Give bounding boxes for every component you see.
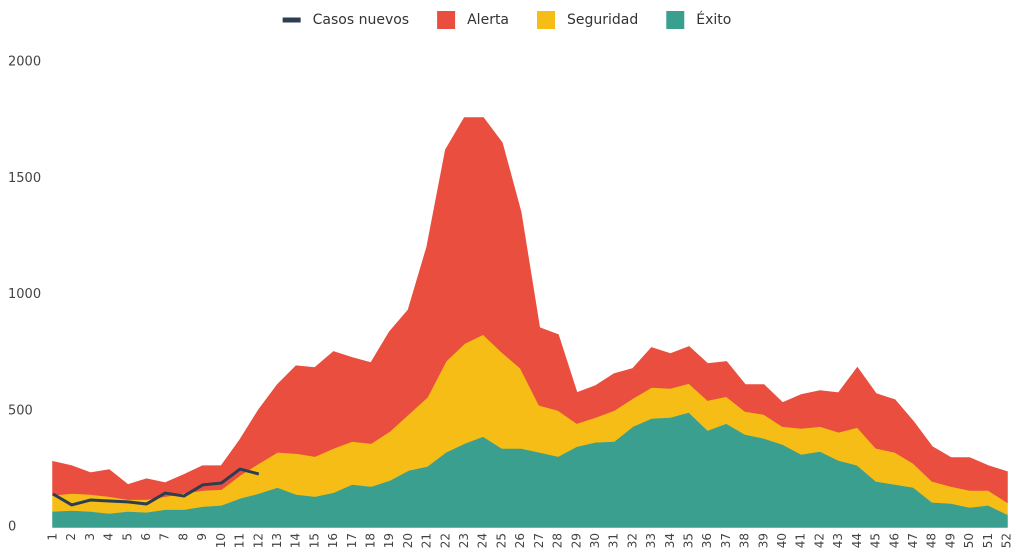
- x-tick-label: 25: [494, 533, 508, 548]
- legend-label: Alerta: [467, 12, 509, 28]
- x-tick-label: 34: [663, 533, 677, 548]
- x-tick-label: 47: [906, 533, 920, 548]
- x-tick-label: 2: [64, 533, 78, 541]
- x-tick-label: 5: [120, 533, 134, 541]
- x-tick-label: 19: [382, 533, 396, 548]
- y-tick-label: 0: [8, 520, 16, 535]
- x-tick-label: 29: [569, 533, 583, 548]
- x-tick-label: 31: [607, 533, 621, 548]
- legend-swatch: [437, 11, 456, 29]
- x-tick-label: 36: [700, 533, 714, 548]
- legend-swatch: [537, 11, 556, 29]
- y-tick-label: 1500: [8, 171, 41, 186]
- x-tick-label: 51: [981, 533, 995, 548]
- x-tick-label: 18: [364, 533, 378, 548]
- x-tick-label: 13: [270, 533, 284, 548]
- x-tick-label: 4: [102, 533, 116, 541]
- x-tick-label: 48: [925, 533, 939, 548]
- x-tick-label: 1: [46, 533, 60, 541]
- x-tick-label: 46: [887, 533, 901, 548]
- x-tick-label: 38: [738, 533, 752, 548]
- x-tick-label: 24: [476, 533, 490, 548]
- x-tick-label: 42: [812, 533, 826, 548]
- x-tick-label: 7: [158, 533, 172, 541]
- x-tick-label: 20: [401, 533, 415, 548]
- legend-swatch: [282, 17, 301, 23]
- x-tick-label: 35: [682, 533, 696, 548]
- legend: Casos nuevos Alerta Seguridad Éxito: [282, 11, 731, 29]
- x-tick-label: 6: [139, 533, 153, 541]
- x-tick-label: 27: [532, 533, 546, 548]
- x-tick-label: 40: [775, 533, 789, 548]
- y-tick-label: 500: [8, 403, 33, 418]
- x-tick-label: 23: [457, 533, 471, 548]
- legend-swatch: [666, 11, 685, 29]
- legend-label: Casos nuevos: [313, 12, 409, 28]
- legend-label: Seguridad: [567, 12, 638, 28]
- y-tick-label: 1000: [8, 287, 41, 302]
- x-tick-label: 30: [588, 533, 602, 548]
- x-tick-label: 3: [83, 533, 97, 541]
- area: [52, 117, 1008, 504]
- x-tick-label: 45: [869, 533, 883, 548]
- x-tick-label: 49: [943, 533, 957, 548]
- x-tick-label: 32: [625, 533, 639, 548]
- x-tick-label: 22: [438, 533, 452, 548]
- x-tick-label: 28: [551, 533, 565, 548]
- x-tick-label: 12: [251, 533, 265, 548]
- x-tick-label: 17: [345, 533, 359, 548]
- legend-label: Éxito: [696, 11, 731, 28]
- x-tick-label: 8: [176, 533, 190, 541]
- x-tick-label: 43: [831, 533, 845, 548]
- x-tick-label: 15: [307, 533, 321, 548]
- x-tick-label: 39: [756, 533, 770, 548]
- x-tick-label: 21: [420, 533, 434, 548]
- x-tick-label: 44: [850, 533, 864, 548]
- x-tick-label: 9: [195, 533, 209, 541]
- x-tick-label: 10: [214, 533, 228, 548]
- x-tick-label: 41: [794, 533, 808, 548]
- x-tick-label: 16: [326, 533, 340, 548]
- line: [52, 467, 260, 507]
- x-tick-label: 26: [513, 533, 527, 548]
- x-tick-label: 50: [962, 533, 976, 548]
- x-tick-label: 37: [719, 533, 733, 548]
- x-tick-label: 33: [644, 533, 658, 548]
- y-tick-label: 2000: [8, 55, 41, 70]
- x-tick-label: 52: [1000, 533, 1014, 548]
- x-tick-label: 14: [289, 533, 303, 548]
- x-tick-label: 11: [233, 533, 247, 548]
